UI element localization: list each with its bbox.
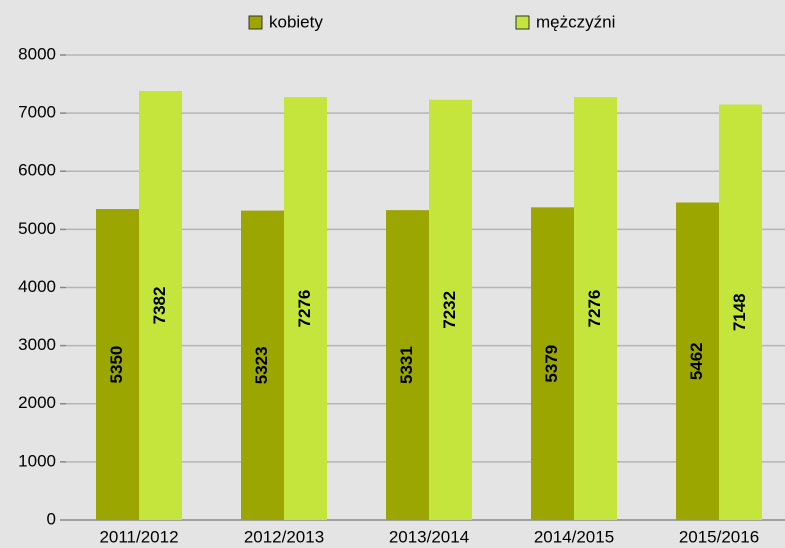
- bar: [96, 209, 139, 520]
- legend-label: kobiety: [269, 12, 323, 31]
- y-tick-label: 1000: [18, 451, 56, 470]
- x-tick-label: 2012/2013: [244, 527, 324, 546]
- bar: [429, 99, 472, 520]
- y-tick-label: 4000: [18, 277, 56, 296]
- data-label: 5350: [107, 346, 126, 384]
- x-tick-label: 2015/2016: [679, 527, 759, 546]
- bar: [139, 90, 182, 520]
- data-label: 7148: [730, 293, 749, 331]
- x-tick-label: 2011/2012: [99, 527, 178, 546]
- data-label: 5331: [397, 346, 416, 384]
- data-label: 7276: [585, 290, 604, 328]
- data-label: 7382: [150, 287, 169, 325]
- legend-swatch: [248, 15, 263, 30]
- y-tick-label: 7000: [18, 103, 56, 122]
- y-tick-label: 0: [47, 509, 56, 528]
- y-tick-label: 6000: [18, 161, 56, 180]
- bar: [241, 210, 284, 520]
- y-tick-label: 3000: [18, 335, 56, 354]
- y-tick-label: 2000: [18, 393, 56, 412]
- bar: [386, 210, 429, 520]
- bar: [676, 202, 719, 521]
- legend-swatch: [515, 15, 530, 30]
- bar: [719, 104, 762, 521]
- y-tick-label: 5000: [18, 219, 56, 238]
- x-tick-label: 2013/2014: [389, 527, 469, 546]
- y-tick-label: 8000: [18, 44, 56, 63]
- data-label: 5379: [542, 345, 561, 383]
- bar: [574, 97, 617, 521]
- data-label: 7276: [295, 290, 314, 328]
- bar: [284, 97, 327, 521]
- data-label: 5462: [687, 342, 706, 380]
- x-tick-label: 2014/2015: [534, 527, 614, 546]
- data-label: 7232: [440, 291, 459, 329]
- data-label: 5323: [252, 346, 271, 384]
- legend-label: mężczyźni: [536, 12, 615, 31]
- bar: [531, 207, 574, 520]
